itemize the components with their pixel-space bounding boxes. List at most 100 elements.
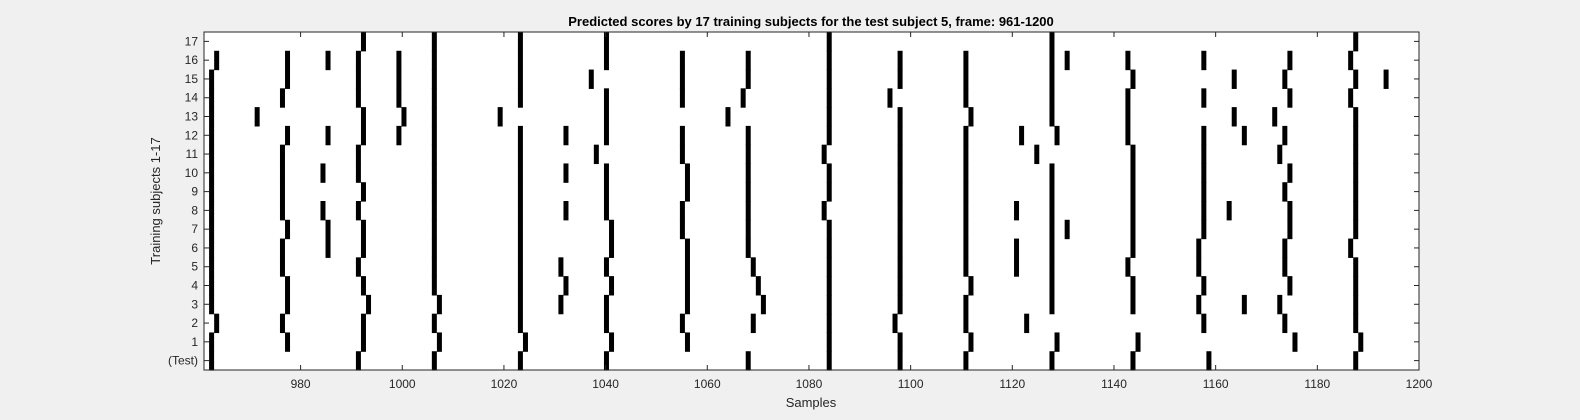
score-mark (897, 332, 903, 352)
score-mark (285, 276, 291, 296)
score-mark (897, 163, 903, 183)
score-mark (320, 201, 326, 221)
score-mark (360, 238, 366, 258)
score-mark (1383, 69, 1389, 89)
score-mark (897, 144, 903, 165)
y-tick-label: 9 (191, 185, 198, 199)
score-mark (279, 257, 285, 277)
y-tick-label: 13 (185, 110, 199, 124)
score-mark (588, 69, 594, 89)
score-mark (1287, 276, 1293, 296)
score-mark (897, 107, 903, 127)
score-mark (1292, 332, 1298, 352)
x-axis: 980 1000 1020 1040 1060 1080 1100 1120 1140 1160 1… (291, 32, 1433, 391)
score-mark (745, 238, 751, 258)
x-tick-label: 1140 (1101, 377, 1127, 391)
score-mark (963, 294, 969, 315)
score-mark (1353, 182, 1359, 202)
score-mark (355, 163, 361, 183)
score-mark (826, 276, 832, 296)
score-mark (214, 50, 220, 71)
y-tick-label: 2 (191, 316, 198, 330)
score-mark (209, 257, 215, 277)
score-mark (1201, 163, 1207, 183)
score-mark (963, 201, 969, 221)
score-mark (279, 88, 285, 108)
score-mark (1125, 107, 1131, 127)
score-mark (1353, 107, 1359, 127)
score-mark (431, 257, 437, 277)
score-mark (826, 32, 832, 52)
score-mark (1201, 201, 1207, 221)
score-mark (1130, 276, 1136, 296)
score-mark (1014, 201, 1020, 221)
score-mark (887, 88, 893, 108)
x-tick-label: 1120 (999, 377, 1025, 391)
score-mark (360, 125, 366, 146)
score-mark (360, 276, 366, 296)
score-mark (897, 50, 903, 71)
score-mark (679, 69, 685, 89)
score-mark (745, 201, 751, 221)
score-mark (1201, 144, 1207, 165)
score-mark (285, 219, 291, 240)
score-mark (522, 332, 528, 352)
score-mark (1049, 201, 1055, 221)
score-mark (1231, 69, 1237, 89)
score-mark (679, 219, 685, 240)
score-mark (517, 294, 523, 315)
score-mark (745, 351, 751, 371)
score-mark (1287, 88, 1293, 108)
score-mark (963, 182, 969, 202)
score-mark (517, 313, 523, 334)
score-mark (396, 88, 402, 108)
x-tick-label: 1200 (1406, 377, 1433, 391)
score-mark (563, 163, 569, 183)
score-mark (603, 294, 609, 315)
score-mark (279, 144, 285, 165)
y-tick-label: 6 (191, 241, 198, 255)
score-mark (431, 219, 437, 240)
x-tick-label: 1080 (796, 377, 823, 391)
x-tick-label: 1100 (898, 377, 924, 391)
score-mark (285, 294, 291, 315)
score-mark (517, 201, 523, 221)
score-mark (1353, 219, 1359, 240)
score-mark (360, 313, 366, 334)
score-mark (1130, 219, 1136, 240)
score-mark (821, 144, 827, 165)
score-mark (821, 201, 827, 221)
score-mark (1049, 88, 1055, 108)
score-mark (1064, 50, 1070, 71)
score-mark (1049, 351, 1055, 371)
score-mark (1282, 238, 1288, 258)
score-mark (355, 69, 361, 89)
score-mark (360, 332, 366, 352)
score-mark (603, 201, 609, 221)
y-tick-label: (Test) (168, 354, 198, 368)
score-mark (1272, 107, 1278, 127)
score-mark (209, 69, 215, 89)
score-mark (1130, 294, 1136, 315)
score-mark (740, 88, 746, 108)
score-mark (684, 294, 690, 315)
score-mark (963, 257, 969, 277)
score-mark (603, 32, 609, 52)
score-mark (1049, 163, 1055, 183)
score-mark (725, 107, 731, 127)
score-mark (1049, 294, 1055, 315)
score-mark (1049, 182, 1055, 202)
score-mark (963, 351, 969, 371)
score-mark (1353, 313, 1359, 334)
score-mark (679, 125, 685, 146)
score-mark (558, 294, 564, 315)
score-mark (593, 144, 599, 165)
score-mark (431, 182, 437, 202)
y-tick-label: 15 (185, 72, 199, 86)
score-mark (355, 144, 361, 165)
score-mark (684, 163, 690, 183)
score-mark (1125, 88, 1131, 108)
score-mark (963, 88, 969, 108)
score-mark (1064, 219, 1070, 240)
score-mark (563, 276, 569, 296)
